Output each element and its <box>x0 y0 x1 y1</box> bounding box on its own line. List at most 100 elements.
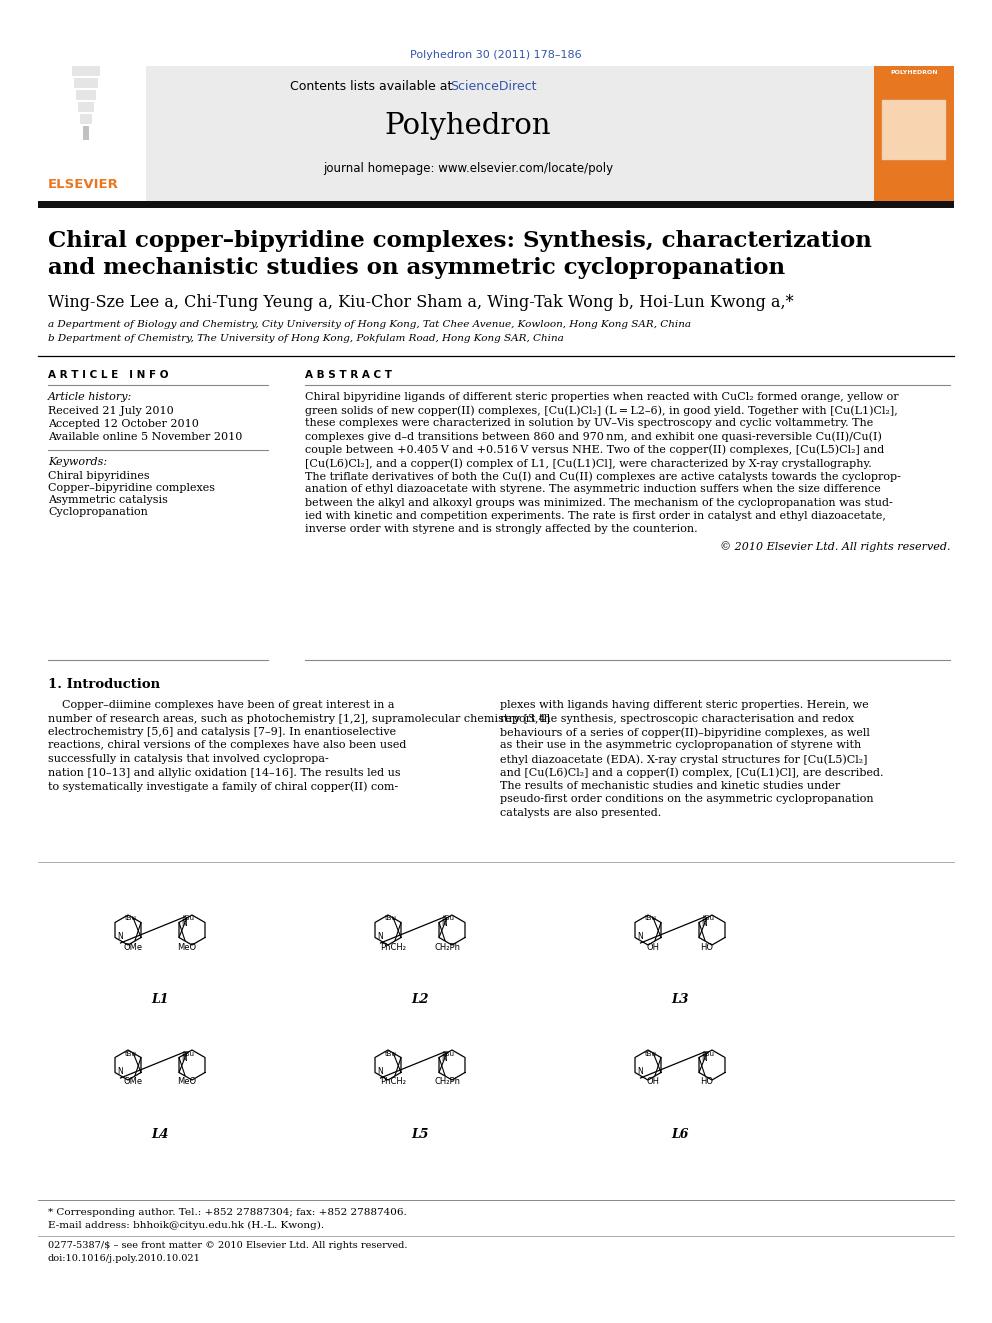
Text: couple between +0.405 V and +0.516 V versus NHE. Two of the copper(II) complexes: couple between +0.405 V and +0.516 V ver… <box>305 445 884 455</box>
Text: POLYHEDRON: POLYHEDRON <box>890 70 937 75</box>
Text: reactions, chiral versions of the complexes have also been used: reactions, chiral versions of the comple… <box>48 741 407 750</box>
Text: tBu: tBu <box>443 916 455 922</box>
Text: A B S T R A C T: A B S T R A C T <box>305 370 392 380</box>
Text: CH₂Ph: CH₂Ph <box>434 1077 460 1086</box>
Text: N: N <box>701 918 707 927</box>
Text: tBu: tBu <box>645 916 657 922</box>
Text: L4: L4 <box>151 1129 169 1140</box>
Text: successfully in catalysis that involved cyclopropa-: successfully in catalysis that involved … <box>48 754 328 763</box>
Bar <box>80 114 92 124</box>
Text: Wing-Sze Lee a, Chi-Tung Yeung a, Kiu-Chor Sham a, Wing-Tak Wong b, Hoi-Lun Kwon: Wing-Sze Lee a, Chi-Tung Yeung a, Kiu-Ch… <box>48 294 794 311</box>
Text: Copper–bipyridine complexes: Copper–bipyridine complexes <box>48 483 215 493</box>
Text: A R T I C L E   I N F O: A R T I C L E I N F O <box>48 370 169 380</box>
Text: Chiral copper–bipyridine complexes: Synthesis, characterization: Chiral copper–bipyridine complexes: Synt… <box>48 230 872 251</box>
Text: inverse order with styrene and is strongly affected by the counterion.: inverse order with styrene and is strong… <box>305 524 697 534</box>
Text: Copper–diimine complexes have been of great interest in a: Copper–diimine complexes have been of gr… <box>48 700 395 710</box>
Text: 0277-5387/$ – see front matter © 2010 Elsevier Ltd. All rights reserved.: 0277-5387/$ – see front matter © 2010 El… <box>48 1241 408 1250</box>
Text: a Department of Biology and Chemistry, City University of Hong Kong, Tat Chee Av: a Department of Biology and Chemistry, C… <box>48 320 691 329</box>
Text: behaviours of a series of copper(II)–bipyridine complexes, as well: behaviours of a series of copper(II)–bip… <box>500 728 870 737</box>
Text: N: N <box>117 933 123 941</box>
Bar <box>83 126 89 140</box>
Text: N: N <box>441 918 447 927</box>
Text: CH₂Ph: CH₂Ph <box>434 942 460 951</box>
Text: N: N <box>637 933 643 941</box>
Text: complexes give d–d transitions between 860 and 970 nm, and exhibit one quasi-rev: complexes give d–d transitions between 8… <box>305 431 882 442</box>
Text: ScienceDirect: ScienceDirect <box>450 79 537 93</box>
Text: HO: HO <box>700 1077 713 1086</box>
Text: L1: L1 <box>151 994 169 1005</box>
Text: OH: OH <box>647 1077 660 1086</box>
Text: MeO: MeO <box>178 1077 196 1086</box>
Text: ied with kinetic and competition experiments. The rate is first order in catalys: ied with kinetic and competition experim… <box>305 511 886 521</box>
Bar <box>38 66 874 201</box>
Text: tBu: tBu <box>183 916 195 922</box>
Bar <box>72 66 100 75</box>
Text: to systematically investigate a family of chiral copper(II) com-: to systematically investigate a family o… <box>48 781 398 791</box>
Text: © 2010 Elsevier Ltd. All rights reserved.: © 2010 Elsevier Ltd. All rights reserved… <box>719 541 950 552</box>
Text: Polyhedron 30 (2011) 178–186: Polyhedron 30 (2011) 178–186 <box>410 50 582 60</box>
Text: Contents lists available at: Contents lists available at <box>290 79 456 93</box>
Bar <box>38 201 954 208</box>
Text: Keywords:: Keywords: <box>48 456 107 467</box>
Text: ELSEVIER: ELSEVIER <box>48 179 119 191</box>
Bar <box>76 90 96 101</box>
Text: L6: L6 <box>672 1129 688 1140</box>
Text: N: N <box>182 1053 187 1062</box>
Text: tBu: tBu <box>183 1050 195 1057</box>
Text: doi:10.1016/j.poly.2010.10.021: doi:10.1016/j.poly.2010.10.021 <box>48 1254 200 1263</box>
Text: plexes with ligands having different steric properties. Herein, we: plexes with ligands having different ste… <box>500 700 869 710</box>
Text: as their use in the asymmetric cyclopropanation of styrene with: as their use in the asymmetric cycloprop… <box>500 741 861 750</box>
Text: Accepted 12 October 2010: Accepted 12 October 2010 <box>48 419 198 429</box>
Bar <box>874 66 954 201</box>
Text: OH: OH <box>647 942 660 951</box>
Text: tBu: tBu <box>125 1050 137 1057</box>
Text: N: N <box>701 1053 707 1062</box>
Text: anation of ethyl diazoacetate with styrene. The asymmetric induction suffers whe: anation of ethyl diazoacetate with styre… <box>305 484 881 495</box>
Text: [Cu(L6)Cl₂], and a copper(I) complex of L1, [Cu(L1)Cl], were characterized by X-: [Cu(L6)Cl₂], and a copper(I) complex of … <box>305 458 872 468</box>
Text: L3: L3 <box>672 994 688 1005</box>
Text: tBu: tBu <box>385 1050 397 1057</box>
Text: Polyhedron: Polyhedron <box>385 112 552 140</box>
Bar <box>38 66 146 201</box>
Text: tBu: tBu <box>703 1050 715 1057</box>
Text: * Corresponding author. Tel.: +852 27887304; fax: +852 27887406.: * Corresponding author. Tel.: +852 27887… <box>48 1208 407 1217</box>
Text: OMe: OMe <box>123 1077 143 1086</box>
Text: Cyclopropanation: Cyclopropanation <box>48 507 148 517</box>
Text: electrochemistry [5,6] and catalysis [7–9]. In enantioselective: electrochemistry [5,6] and catalysis [7–… <box>48 728 396 737</box>
Text: MeO: MeO <box>178 942 196 951</box>
Text: L5: L5 <box>412 1129 429 1140</box>
Text: The results of mechanistic studies and kinetic studies under: The results of mechanistic studies and k… <box>500 781 840 791</box>
Text: L2: L2 <box>412 994 429 1005</box>
Text: and [Cu(L6)Cl₂] and a copper(I) complex, [Cu(L1)Cl], are described.: and [Cu(L6)Cl₂] and a copper(I) complex,… <box>500 767 884 778</box>
Text: ethyl diazoacetate (EDA). X-ray crystal structures for [Cu(L5)Cl₂]: ethyl diazoacetate (EDA). X-ray crystal … <box>500 754 867 765</box>
Text: N: N <box>117 1068 123 1076</box>
Text: pseudo-first order conditions on the asymmetric cyclopropanation: pseudo-first order conditions on the asy… <box>500 795 874 804</box>
Text: tBu: tBu <box>703 916 715 922</box>
Text: 1. Introduction: 1. Introduction <box>48 677 160 691</box>
Bar <box>78 102 94 112</box>
Text: E-mail address: bhhoik@cityu.edu.hk (H.-L. Kwong).: E-mail address: bhhoik@cityu.edu.hk (H.-… <box>48 1221 324 1230</box>
Text: number of research areas, such as photochemistry [1,2], supramolecular chemistry: number of research areas, such as photoc… <box>48 713 550 724</box>
Text: these complexes were characterized in solution by UV–Vis spectroscopy and cyclic: these complexes were characterized in so… <box>305 418 873 429</box>
Text: tBu: tBu <box>385 916 397 922</box>
Text: Received 21 July 2010: Received 21 July 2010 <box>48 406 174 415</box>
Text: PhCH₂: PhCH₂ <box>380 942 406 951</box>
Text: Available online 5 November 2010: Available online 5 November 2010 <box>48 433 242 442</box>
Text: N: N <box>637 1068 643 1076</box>
Text: tBu: tBu <box>645 1050 657 1057</box>
Text: HO: HO <box>700 942 713 951</box>
Text: Article history:: Article history: <box>48 392 132 402</box>
Text: report the synthesis, spectroscopic characterisation and redox: report the synthesis, spectroscopic char… <box>500 713 854 724</box>
Text: Chiral bipyridine ligands of different steric properties when reacted with CuCl₂: Chiral bipyridine ligands of different s… <box>305 392 899 402</box>
Text: PhCH₂: PhCH₂ <box>380 1077 406 1086</box>
Text: Chiral bipyridines: Chiral bipyridines <box>48 471 150 482</box>
Text: and mechanistic studies on asymmetric cyclopropanation: and mechanistic studies on asymmetric cy… <box>48 257 785 279</box>
Text: N: N <box>441 1053 447 1062</box>
Text: green solids of new copper(II) complexes, [Cu(L)Cl₂] (L = L2–6), in good yield. : green solids of new copper(II) complexes… <box>305 405 898 415</box>
Text: tBu: tBu <box>443 1050 455 1057</box>
Text: OMe: OMe <box>123 942 143 951</box>
Text: N: N <box>377 933 383 941</box>
Text: between the alkyl and alkoxyl groups was minimized. The mechanism of the cyclopr: between the alkyl and alkoxyl groups was… <box>305 497 893 508</box>
Text: N: N <box>377 1068 383 1076</box>
Bar <box>74 78 98 89</box>
